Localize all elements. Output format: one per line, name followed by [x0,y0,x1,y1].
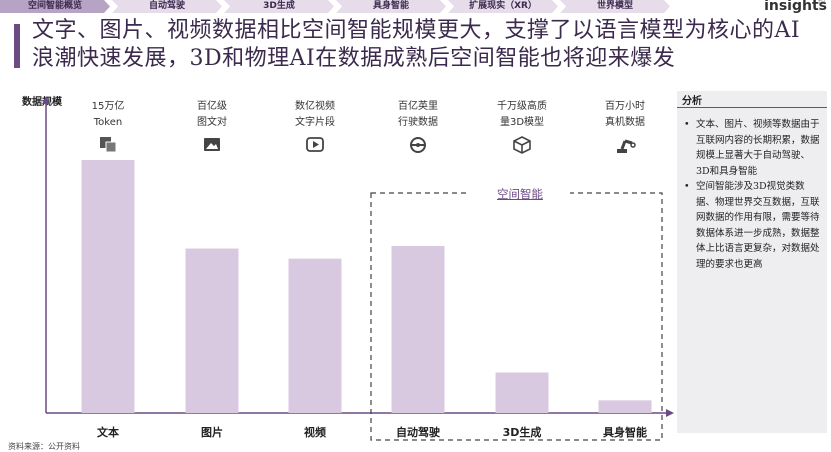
x-tick-label: 视频 [304,426,326,439]
x-tick-label: 图片 [201,426,223,439]
translate-icon-back [105,141,117,153]
bar-top-label: 量3D模型 [499,117,545,128]
bar-top-label: Token [93,117,123,128]
analysis-title: 分析 [682,96,702,107]
y-axis-arrow [42,96,50,104]
bar-top-label: 数亿视频 [295,101,335,112]
bar-top-label: 千万级高质 [497,101,547,112]
bar-top-label: 真机数据 [605,117,645,128]
nav-tab-world-model[interactable]: 世界模型 [560,0,670,13]
bar-top-label: 行驶数据 [398,117,438,128]
robot-arm-icon-segment [620,140,627,150]
x-tick-label: 具身智能 [603,426,647,439]
x-tick-label: 3D生成 [502,426,542,439]
video-play-icon [306,137,324,152]
nav-tab-overview[interactable]: 空间智能概览 [0,0,110,13]
bar-5 [495,372,549,413]
robot-arm-icon [617,149,627,153]
bar-6 [598,400,652,413]
analysis-bullet: 空间智能涉及3D视觉类数据、物理世界交互数据，互联网数据的作用有限，需要等待数据… [682,179,822,272]
bar-top-label: 百亿英里 [398,101,438,112]
bar-top-label: 图文对 [197,117,227,128]
x-axis-arrow [666,409,674,417]
robot-arm-icon-gripper [630,142,636,148]
analysis-list: 文本、图片、视频等数据由于互联网内容的长期积累，数据规模上显著大于自动驾驶、3D… [682,117,822,272]
bar-3 [288,258,342,413]
cube-icon-edge [513,140,531,146]
video-play-icon-triangle [313,141,319,148]
bar-top-label: 百亿级 [197,101,227,112]
y-axis-label: 数据规模 [22,97,62,108]
bar-top-label: 文字片段 [295,117,335,128]
logo-mark: TH [818,0,825,6]
image-icon-mountain [206,143,218,149]
title-accent-bar [14,24,20,68]
bar-4 [391,246,445,413]
bar-top-label: 15万亿 [91,101,125,112]
nav-tab-embodied-ai[interactable]: 具身智能 [336,0,446,13]
analysis-bullet: 文本、图片、视频等数据由于互联网内容的长期积累，数据规模上显著大于自动驾驶、3D… [682,117,822,179]
nav-tab-xr[interactable]: 扩展现实（XR） [448,0,558,13]
analysis-divider [677,107,827,108]
spatial-intelligence-group-label: 空间智能 [470,186,570,202]
x-tick-label: 文本 [97,426,119,439]
bar-top-label: 百万小时 [605,101,645,112]
nav-tab-3d-generation[interactable]: 3D生成 [224,0,334,13]
brand-logo: insights [764,0,827,14]
nav-tab-autonomous-driving[interactable]: 自动驾驶 [112,0,222,13]
robot-arm-icon-segment2 [624,139,633,145]
source-footnote: 资料来源：公开资料 [8,442,80,451]
page-title: 文字、图片、视频数据相比空间智能规模更大，支撑了以语言模型为核心的AI浪潮快速发… [32,18,801,71]
x-tick-label: 自动驾驶 [396,426,440,439]
bar-2 [185,248,239,413]
bar-1 [81,160,135,413]
section-nav: 空间智能概览 自动驾驶 3D生成 具身智能 扩展现实（XR） 世界模型 [0,0,672,13]
